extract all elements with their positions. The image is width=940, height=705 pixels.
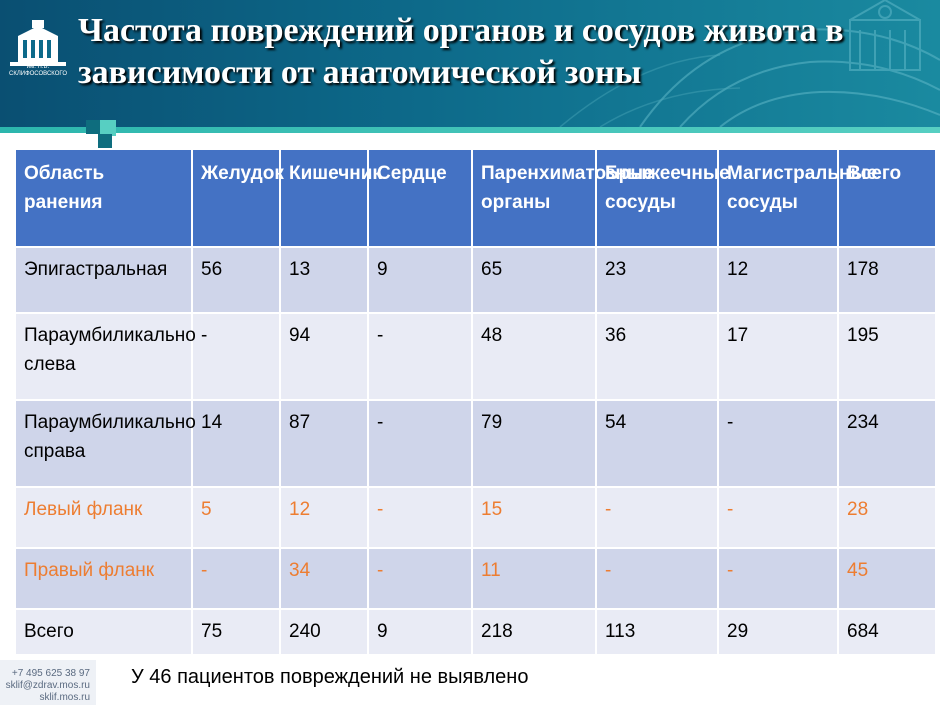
table-cell: -: [717, 399, 839, 488]
table-cell: 87: [279, 399, 369, 488]
table-cell: 11: [471, 547, 597, 610]
table-cell: 56: [191, 246, 281, 314]
table-cell: 9: [367, 246, 473, 314]
footnote: У 46 пациентов повреждений не выявлено: [131, 666, 529, 688]
table-cell: -: [367, 399, 473, 488]
table-cell: 9: [367, 608, 473, 656]
column-header: Желудок: [191, 148, 284, 248]
row-label: Параумбиликально справа: [14, 399, 196, 488]
table-cell: 684: [837, 608, 937, 656]
table-cell: -: [367, 486, 473, 549]
column-header: Область ранения: [14, 148, 193, 248]
table-cell: -: [191, 547, 281, 610]
table-cell: 65: [471, 246, 597, 314]
institute-logo-icon: [10, 20, 66, 66]
table-row: Правый фланк - 34 - 11 - - 45: [14, 547, 937, 610]
table-cell: 28: [837, 486, 937, 549]
table-cell: 234: [837, 399, 937, 488]
table-cell: 5: [191, 486, 281, 549]
table-cell: 240: [279, 608, 369, 656]
decor-square: [100, 120, 116, 136]
table-cell: 218: [471, 608, 597, 656]
header-banner: им. Н.В. СКЛИФОСОВСКОГО Частота поврежде…: [0, 0, 940, 127]
table-cell: 195: [837, 312, 937, 401]
column-header: Сердце: [367, 148, 473, 248]
column-header: Паренхиматозные органы: [471, 148, 654, 248]
row-label: Правый фланк: [14, 547, 193, 610]
table-header-row: Область ранения Желудок Кишечник Сердце …: [14, 148, 937, 248]
table-row: Параумбиликально слева - 94 - 48 36 17 1…: [14, 312, 937, 401]
logo-text: им. Н.В. СКЛИФОСОВСКОГО: [9, 64, 67, 77]
table-cell: 12: [717, 246, 839, 314]
table-cell: 178: [837, 246, 937, 314]
page-title: Частота повреждений органов и сосудов жи…: [78, 12, 844, 91]
table-cell: 13: [279, 246, 369, 314]
table-cell: -: [367, 547, 473, 610]
table-cell: -: [595, 547, 719, 610]
accent-bar: [0, 127, 940, 133]
table-cell: 23: [595, 246, 719, 314]
building-decoration-icon: [559, 0, 940, 127]
column-header: Всего: [837, 148, 937, 248]
table-cell: 113: [595, 608, 719, 656]
table-cell: 79: [471, 399, 597, 488]
table-cell: 75: [191, 608, 281, 656]
table-cell: 94: [279, 312, 369, 401]
row-label: Всего: [14, 608, 193, 656]
decor-square: [98, 134, 112, 148]
row-label: Параумбиликально слева: [14, 312, 196, 401]
contact-site: sklif.mos.ru: [39, 692, 90, 703]
contact-email: sklif@zdrav.mos.ru: [5, 680, 90, 691]
table-cell: 29: [717, 608, 839, 656]
table-row: Всего 75 240 9 218 113 29 684: [14, 608, 937, 656]
row-label: Эпигастральная: [14, 246, 193, 314]
table-cell: 48: [471, 312, 597, 401]
decor-square: [86, 120, 100, 134]
table-cell: 15: [471, 486, 597, 549]
injury-table: Область ранения Желудок Кишечник Сердце …: [14, 148, 937, 656]
table-row: Эпигастральная 56 13 9 65 23 12 178: [14, 246, 937, 314]
column-header: Магистральные сосуды: [717, 148, 877, 248]
table-cell: 54: [595, 399, 719, 488]
table-cell: 14: [191, 399, 281, 488]
table-row: Левый фланк 5 12 - 15 - - 28: [14, 486, 937, 549]
table-cell: 12: [279, 486, 369, 549]
column-header: Брыжеечные сосуды: [595, 148, 730, 248]
table-cell: -: [191, 312, 281, 401]
row-label: Левый фланк: [14, 486, 193, 549]
contact-phone: +7 495 625 38 97: [11, 668, 90, 679]
table-row: Параумбиликально справа 14 87 - 79 54 - …: [14, 399, 937, 488]
contact-block: +7 495 625 38 97 sklif@zdrav.mos.ru skli…: [0, 660, 96, 705]
table-cell: 36: [595, 312, 719, 401]
table-cell: -: [717, 547, 839, 610]
table-cell: -: [717, 486, 839, 549]
table-cell: 34: [279, 547, 369, 610]
table-cell: 17: [717, 312, 839, 401]
table-cell: -: [367, 312, 473, 401]
table-cell: 45: [837, 547, 937, 610]
table-cell: -: [595, 486, 719, 549]
column-header: Кишечник: [279, 148, 382, 248]
